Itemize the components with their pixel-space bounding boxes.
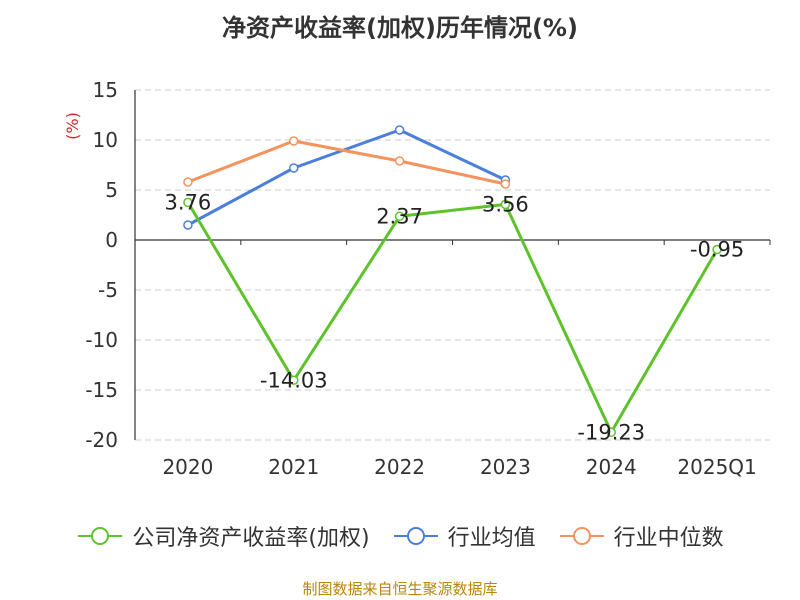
data-label: 2.37 — [376, 204, 423, 228]
y-tick-label: 10 — [93, 128, 118, 152]
x-tick-label: 2020 — [162, 455, 213, 479]
legend-item[interactable]: 行业中位数 — [558, 520, 724, 552]
data-point — [394, 125, 405, 135]
data-label: 3.76 — [165, 190, 212, 214]
legend: 公司净资产收益率(加权) 行业均值 行业中位数 — [0, 518, 800, 554]
y-tick-label: -10 — [85, 328, 118, 352]
source-note: 制图数据来自恒生聚源数据库 — [302, 580, 498, 598]
legend-swatch — [78, 527, 123, 545]
data-point — [500, 179, 511, 189]
data-label-layer: 3.76 -14.03 2.37 3.56 -19.23 -0.95 — [165, 190, 745, 444]
series-line — [187, 139, 506, 186]
y-axis-label: (%) — [63, 112, 82, 140]
data-label: -14.03 — [260, 368, 328, 392]
legend-swatch — [559, 527, 604, 545]
y-tick-label: 5 — [105, 178, 118, 202]
data-label: -19.23 — [577, 420, 645, 444]
legend-item[interactable]: 行业均值 — [392, 520, 536, 552]
data-point — [289, 375, 299, 386]
data-point — [289, 163, 299, 173]
chart-title: 净资产收益率(加权)历年情况(%) — [222, 14, 578, 42]
x-tick-label: 2021 — [268, 455, 319, 479]
data-point — [183, 177, 193, 187]
y-tick-label: -5 — [98, 278, 118, 302]
series-line — [186, 201, 719, 434]
data-point — [712, 244, 722, 255]
axis-layer: 15 10 5 0 -5 -10 -15 -20 (%) 2020 2021 2022 2023 2024… — [63, 78, 771, 479]
legend-swatch — [393, 527, 438, 545]
data-point — [606, 427, 616, 438]
x-tick-label: 2023 — [480, 455, 531, 479]
data-point — [289, 136, 299, 146]
data-point — [183, 197, 193, 208]
legend-label: 行业均值 — [447, 526, 536, 551]
y-tick-label: -15 — [85, 378, 118, 402]
data-label: -0.95 — [690, 238, 744, 262]
legend-label: 行业中位数 — [613, 526, 724, 551]
y-tick-label: 15 — [93, 78, 118, 102]
data-point — [394, 156, 405, 166]
x-tick-label: 2022 — [374, 455, 425, 479]
x-tick-label: 2024 — [586, 455, 637, 479]
y-tick-label: 0 — [105, 228, 118, 252]
data-label: 3.56 — [482, 192, 529, 216]
series-layer — [183, 125, 722, 438]
series-line — [187, 128, 507, 227]
legend-item[interactable]: 公司净资产收益率(加权) — [76, 520, 370, 552]
grid-layer — [135, 89, 770, 441]
legend-label: 公司净资产收益率(加权) — [132, 526, 370, 551]
data-point — [394, 211, 405, 222]
data-point — [183, 220, 193, 230]
data-point — [500, 199, 511, 210]
x-tick-label: 2025Q1 — [677, 455, 756, 479]
y-tick-label: -20 — [85, 428, 118, 452]
